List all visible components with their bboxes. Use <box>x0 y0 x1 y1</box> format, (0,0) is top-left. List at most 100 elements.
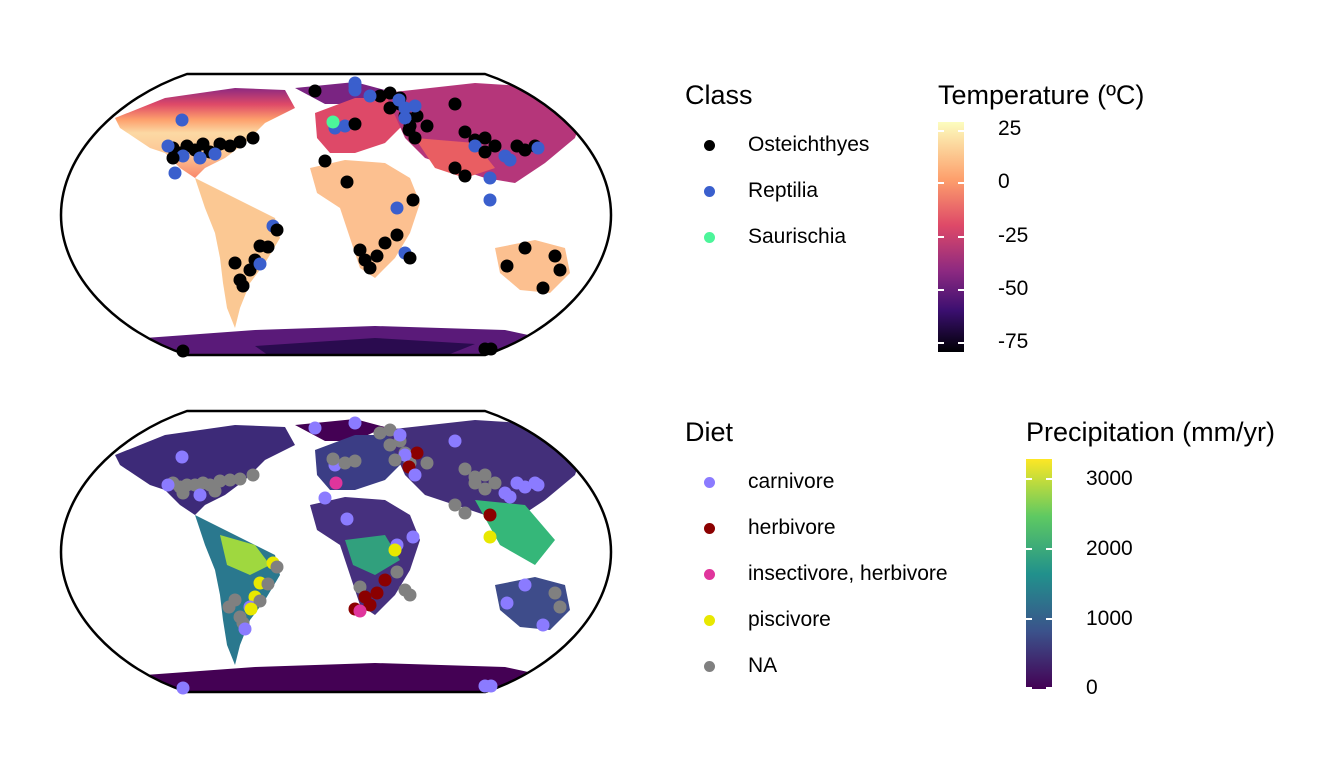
occurrence-point <box>208 484 222 498</box>
occurrence-point <box>503 153 517 167</box>
legend-item-diet: NA <box>704 654 777 678</box>
occurrence-point <box>318 154 332 168</box>
occurrence-point <box>484 342 498 356</box>
occurrence-point <box>166 151 180 165</box>
occurrence-point <box>378 236 392 250</box>
occurrence-point <box>448 161 462 175</box>
occurrence-point <box>536 281 550 295</box>
precipitation-colorbar <box>1026 459 1052 689</box>
occurrence-point <box>518 241 532 255</box>
occurrence-point <box>388 453 402 467</box>
occurrence-point <box>410 109 424 123</box>
occurrence-point <box>408 468 422 482</box>
occurrence-point <box>390 228 404 242</box>
occurrence-point <box>383 101 397 115</box>
occurrence-point <box>176 681 190 695</box>
occurrence-point <box>348 454 362 468</box>
occurrence-point <box>270 223 284 237</box>
occurrence-point <box>488 139 502 153</box>
occurrence-point <box>213 474 227 488</box>
temperature-colorbar <box>938 122 964 352</box>
occurrence-point <box>340 512 354 526</box>
occurrence-point <box>408 131 422 145</box>
occurrence-point <box>238 622 252 636</box>
legend-label: insectivore, herbivore <box>748 562 948 585</box>
occurrence-point <box>378 573 392 587</box>
occurrence-point <box>390 565 404 579</box>
occurrence-point <box>244 602 258 616</box>
occurrence-point <box>261 577 275 591</box>
occurrence-point <box>340 175 354 189</box>
legend-item-class: Reptilia <box>704 179 818 203</box>
occurrence-point <box>329 476 343 490</box>
occurrence-point <box>393 428 407 442</box>
legend-dot <box>704 139 715 151</box>
occurrence-point <box>420 119 434 133</box>
legend-item-diet: piscivore <box>704 608 831 632</box>
occurrence-point <box>503 490 517 504</box>
occurrence-point <box>518 143 532 157</box>
occurrence-point <box>353 604 367 618</box>
occurrence-points-diet <box>161 416 567 695</box>
occurrence-point <box>390 201 404 215</box>
occurrence-point <box>193 488 207 502</box>
occurrence-point <box>383 86 397 100</box>
occurrence-point <box>243 263 257 277</box>
precipitation-legend-title: Precipitation (mm/yr) <box>1026 417 1276 447</box>
occurrence-point <box>353 580 367 594</box>
occurrence-point <box>458 506 472 520</box>
occurrence-point <box>483 530 497 544</box>
occurrence-point <box>318 491 332 505</box>
occurrence-point <box>370 249 384 263</box>
precipitation-tick-label: 0 <box>1086 676 1098 699</box>
occurrence-point <box>468 139 482 153</box>
precipitation-tick-label: 1000 <box>1086 607 1133 630</box>
occurrence-point <box>484 679 498 693</box>
legend-dot <box>704 231 715 243</box>
occurrence-point <box>398 111 412 125</box>
occurrence-point <box>488 476 502 490</box>
occurrence-point <box>246 468 260 482</box>
occurrence-point <box>246 131 260 145</box>
legend-dot <box>704 614 715 626</box>
occurrence-point <box>483 508 497 522</box>
south-america-landmass <box>195 178 280 328</box>
occurrence-point <box>373 426 387 440</box>
occurrence-point <box>553 263 567 277</box>
occurrence-point <box>518 480 532 494</box>
occurrence-point <box>208 147 222 161</box>
legend-item-diet: carnivore <box>704 470 835 494</box>
occurrence-point <box>363 89 377 103</box>
legend-dot <box>704 660 715 672</box>
occurrence-point <box>233 610 247 624</box>
occurrence-point <box>370 586 384 600</box>
occurrence-point <box>531 478 545 492</box>
temperature-tick-label: -75 <box>998 330 1029 353</box>
occurrence-point <box>270 560 284 574</box>
occurrence-point <box>348 117 362 131</box>
occurrence-point <box>308 421 322 435</box>
occurrence-point <box>253 594 267 608</box>
occurrence-point <box>448 498 462 512</box>
occurrence-point <box>458 125 472 139</box>
occurrence-point <box>222 600 236 614</box>
occurrence-point <box>175 113 189 127</box>
occurrence-point <box>410 446 424 460</box>
occurrence-point <box>348 83 362 97</box>
occurrence-point <box>406 193 420 207</box>
diet-legend-title: Diet <box>685 417 734 447</box>
legend-label: herbivore <box>748 516 836 539</box>
occurrence-point <box>223 139 237 153</box>
occurrence-point <box>458 462 472 476</box>
occurrence-point <box>548 249 562 263</box>
occurrence-point <box>478 145 492 159</box>
occurrence-point <box>553 600 567 614</box>
occurrence-point <box>448 97 462 111</box>
occurrence-point <box>388 543 402 557</box>
occurrence-point <box>518 578 532 592</box>
occurrence-point <box>338 119 352 133</box>
legend-dot <box>704 476 715 488</box>
legend-label: carnivore <box>748 470 835 493</box>
legend-label: Osteichthyes <box>748 133 870 156</box>
class-legend-title: Class <box>685 80 753 110</box>
